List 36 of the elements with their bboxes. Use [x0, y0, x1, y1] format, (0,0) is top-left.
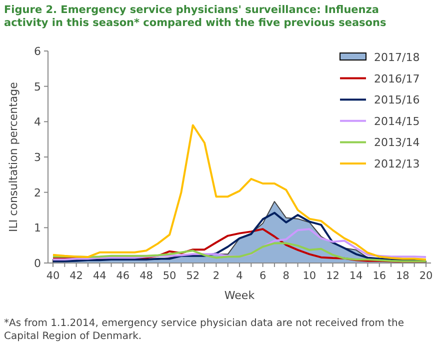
x-tick-label: 4 — [236, 270, 244, 282]
x-tick-label: 8 — [282, 270, 290, 282]
legend-label: 2015/16 — [374, 94, 420, 107]
y-tick-label: 1 — [34, 222, 41, 235]
x-tick-label: 52 — [186, 270, 200, 282]
legend-label: 2016/17 — [374, 72, 420, 86]
line-series — [52, 124, 427, 260]
y-tick-label: 4 — [34, 116, 41, 129]
x-tick-label: 20 — [419, 270, 433, 282]
x-tick-label: 12 — [326, 270, 340, 282]
line-series — [52, 242, 427, 262]
x-tick-label: 46 — [116, 270, 130, 282]
x-tick-label: 6 — [259, 270, 266, 282]
chart-title: Figure 2. Emergency service physicians' surveillance: Influenza activity in this season* compared with the five previous seasons — [4, 4, 386, 29]
legend-label: 2014/15 — [374, 114, 420, 128]
y-tick-label: 5 — [34, 80, 41, 94]
x-tick-label: 2 — [212, 270, 220, 282]
x-tick-label: 40 — [46, 270, 60, 282]
x-tick-label: 50 — [162, 270, 176, 282]
y-tick-label: 3 — [34, 151, 41, 164]
x-tick-label: 44 — [92, 270, 107, 282]
x-tick-label: 10 — [302, 270, 316, 282]
y-tick-label: 0 — [34, 257, 41, 270]
x-tick-label: 48 — [140, 270, 153, 282]
x-axis-title: Week — [224, 289, 256, 302]
legend-label: 2012/13 — [374, 158, 420, 170]
x-tick-label: 16 — [372, 270, 386, 282]
x-tick-label: 18 — [396, 270, 410, 282]
x-tick-label: 14 — [349, 270, 364, 282]
legend-label: 2013/14 — [374, 136, 420, 150]
y-tick-label: 6 — [34, 45, 41, 58]
text: *As from 1.1.2014, emergency service physician data are not received from the Capital Region of Denmark. — [4, 318, 404, 342]
y-axis-title: ILI consultation percentage — [7, 82, 20, 232]
legend-label: 2017/18 — [374, 51, 420, 64]
y-tick-label: 2 — [34, 186, 41, 200]
x-tick-label: 42 — [70, 270, 83, 282]
